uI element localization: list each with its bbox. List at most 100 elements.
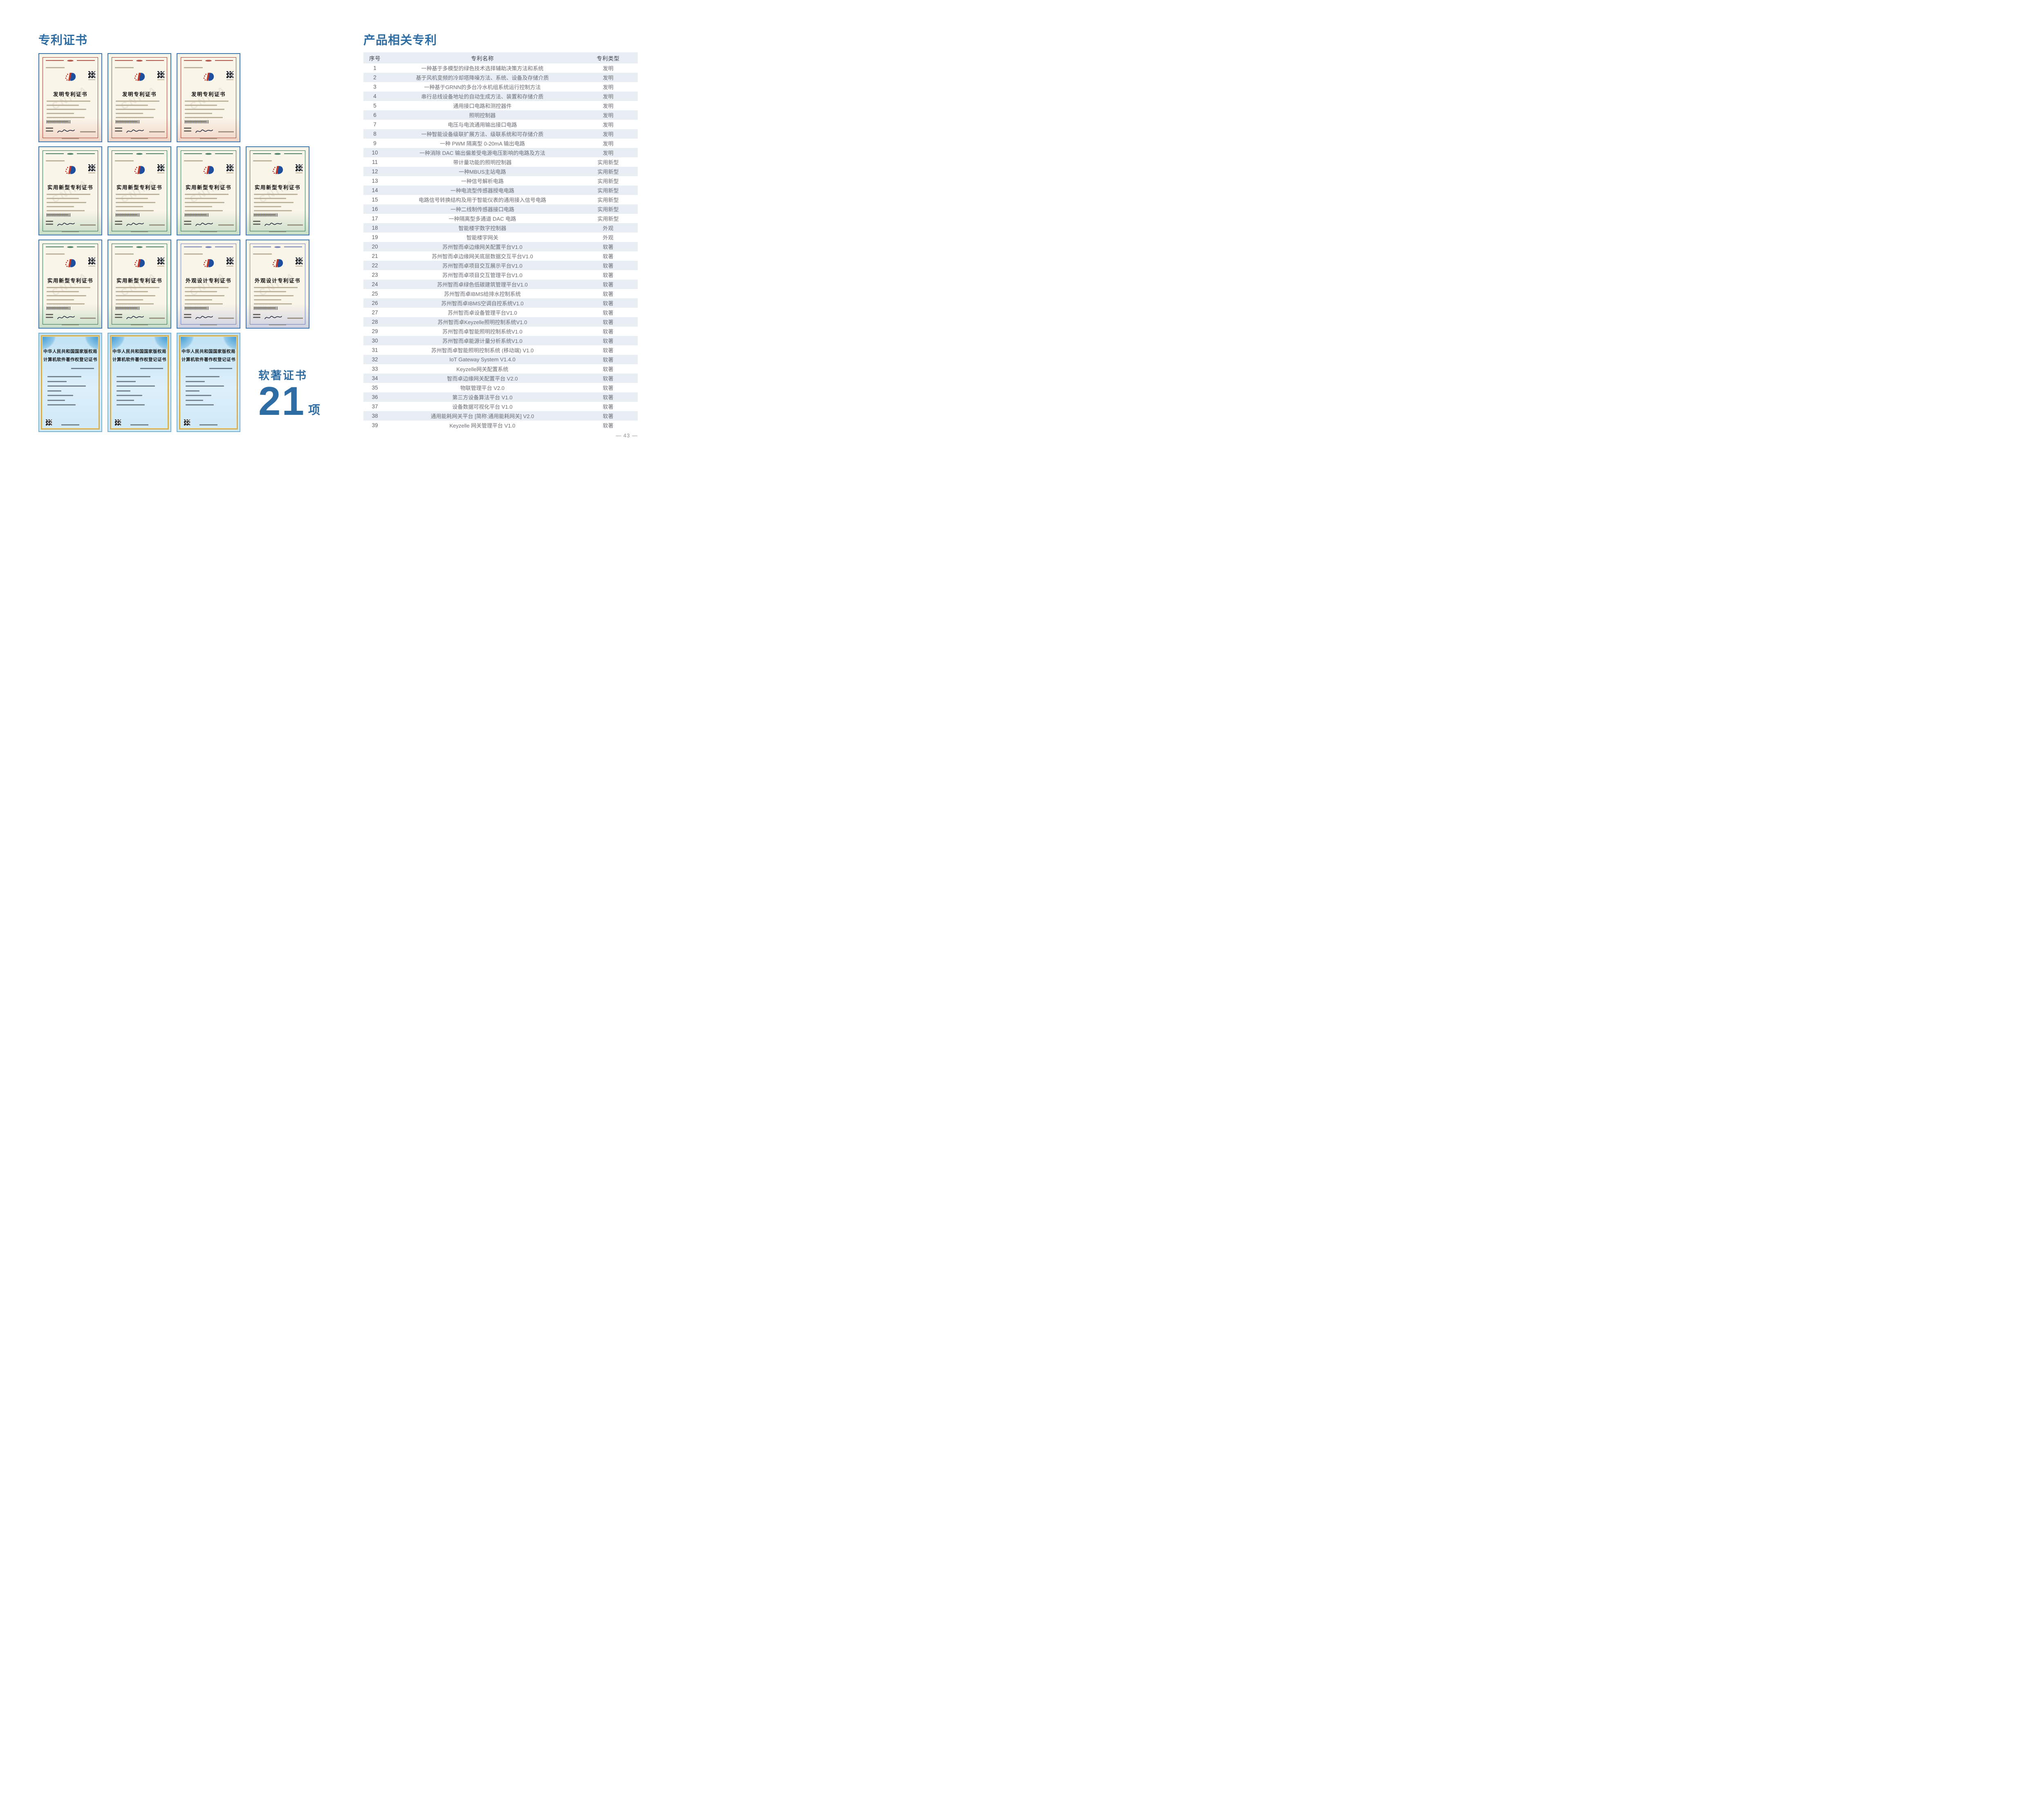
- table-row: 22 苏州智而卓项目交互展示平台V1.0 软著: [363, 261, 638, 270]
- ornament-center: [272, 152, 283, 155]
- software-cert-count-block: 软著证书 21 项: [258, 369, 334, 423]
- certificate-title: 实用新型专利证书: [47, 185, 93, 190]
- certificate-number-placeholder: [209, 368, 232, 369]
- certificate-utility-thumbnail: CNIPA 实用新型专利证书: [38, 240, 102, 329]
- table-row: 14 一种电流型传感器授电电路 实用新型: [363, 186, 638, 195]
- text-line-placeholder: [186, 399, 203, 401]
- patent-no: 22: [363, 261, 386, 270]
- patent-type: 软著: [578, 336, 638, 345]
- director-label-placeholder: [184, 128, 191, 132]
- patent-no: 2: [363, 73, 386, 82]
- patent-name: Keyzelle网关配置系统: [456, 366, 509, 372]
- text-line-placeholder: [47, 202, 87, 203]
- issue-date-placeholder: [199, 424, 217, 425]
- qr-code-icon: [296, 164, 303, 171]
- patent-no: 37: [372, 403, 378, 410]
- table-row: 2 基于风机变频的冷却塔降噪方法、系统、设备及存储介质 发明: [363, 73, 638, 82]
- patent-no: 10: [363, 148, 386, 157]
- issue-date-placeholder: [80, 318, 96, 319]
- patent-no: 32: [363, 355, 386, 364]
- patent-no: 33: [372, 366, 378, 372]
- qr-code-icon: [226, 71, 233, 78]
- certificate-row: CNIPA 发明专利证书 CNIPA 发明专利证书 CNIPA 发明专利证书: [38, 53, 325, 142]
- certificate-row: 中华人民共和国国家版权局 计算机软件著作权登记证书 中华人民共和国国家版权局 计算机软…: [38, 333, 325, 432]
- corner-flourish-icon: [110, 335, 130, 350]
- table-row: 38 通用能耗网关平台 [简称:通用能耗网关] V2.0 软著: [363, 411, 638, 421]
- certificate-copyright-thumbnail: 中华人民共和国国家版权局 计算机软件著作权登记证书: [177, 333, 240, 432]
- text-line-placeholder: [116, 105, 148, 106]
- text-line-placeholder: [47, 113, 74, 114]
- patent-no: 31: [372, 347, 378, 353]
- table-row: 39 Keyzelle 网关管理平台 V1.0 软著: [363, 421, 638, 430]
- text-line-placeholder: [116, 295, 156, 296]
- patent-no: 15: [372, 197, 378, 203]
- issue-date-placeholder: [218, 131, 234, 132]
- text-line-placeholder: [185, 287, 229, 288]
- cnipa-logo-icon: [202, 72, 215, 82]
- patent-type: 软著: [578, 374, 638, 383]
- corner-flourish-icon: [80, 335, 100, 350]
- patent-name: 苏州智而卓能源计量分析系统V1.0: [386, 336, 578, 345]
- certificate-body-placeholder: [254, 194, 301, 215]
- barcode-icon: [116, 213, 139, 217]
- patent-type: 软著: [603, 366, 614, 372]
- patent-type: 发明: [603, 65, 614, 72]
- director-signature-icon: [56, 314, 75, 321]
- certificate-number-placeholder: [253, 160, 272, 161]
- text-line-placeholder: [47, 295, 87, 296]
- qr-caption-placeholder: [226, 172, 233, 173]
- cnipa-logo-icon: [133, 165, 146, 175]
- barcode-icon: [47, 120, 70, 123]
- text-line-placeholder: [47, 303, 85, 305]
- text-line-placeholder: [46, 317, 53, 318]
- table-row: 8 一种智能设备级联扩展方法、级联系统和可存储介质 发明: [363, 129, 638, 139]
- certificate-title: 实用新型专利证书: [116, 278, 162, 284]
- patent-type: 软著: [603, 291, 614, 297]
- text-line-placeholder: [185, 202, 225, 203]
- patent-no: 39: [372, 422, 378, 428]
- text-line-placeholder: [116, 117, 154, 118]
- text-line-placeholder: [185, 101, 229, 102]
- qr-code-icon: [115, 419, 121, 425]
- copyright-office-title: 中华人民共和国国家版权局: [43, 349, 97, 354]
- table-row: 31 苏州智而卓智能照明控制系统 (移动端) V1.0 软著: [363, 345, 638, 355]
- certificate-number-placeholder: [46, 160, 65, 161]
- patent-name: 串行总线设备地址的自动生成方法、装置和存储介质: [386, 92, 578, 101]
- patent-name: 苏州智而卓IBMS空调自控系统V1.0: [386, 298, 578, 308]
- issue-date-placeholder: [149, 224, 165, 226]
- table-row: 29 苏州智而卓智能照明控制系统V1.0 软著: [363, 327, 638, 336]
- patent-type: 实用新型: [597, 178, 619, 184]
- ornament-center: [203, 245, 214, 249]
- patent-type: 软著: [603, 423, 614, 429]
- certificate-body-placeholder: [47, 376, 93, 405]
- patent-type: 实用新型: [597, 197, 619, 203]
- certificate-body-placeholder: [186, 376, 231, 405]
- text-line-placeholder: [115, 317, 122, 318]
- text-line-placeholder: [115, 128, 122, 129]
- text-line-placeholder: [115, 314, 122, 315]
- patent-name: 苏州智而卓IBMS给排水控制系统: [444, 291, 521, 297]
- patent-no: 7: [373, 121, 377, 128]
- patent-table-body: 1 一种基于多模型的绿色技术选择辅助决策方法和系统 发明 2 基于风机变频的冷却塔降噪方…: [363, 63, 638, 430]
- text-line-placeholder: [116, 202, 156, 203]
- patent-no: 6: [363, 110, 386, 120]
- certificate-title: 实用新型专利证书: [254, 185, 300, 190]
- table-row: 6 照明控制器 发明: [363, 110, 638, 120]
- patent-name: 苏州智而卓边缘网关底层数据交互平台V1.0: [432, 253, 533, 260]
- text-line-placeholder: [47, 299, 74, 300]
- patent-name: 一种基于多模型的绿色技术选择辅助决策方法和系统: [421, 65, 544, 72]
- software-cert-count-number: 21: [258, 378, 306, 423]
- issue-date-placeholder: [287, 318, 303, 319]
- qr-code-icon: [226, 257, 233, 264]
- director-label-placeholder: [184, 314, 191, 318]
- ornament-center: [134, 245, 145, 249]
- text-line-placeholder: [254, 198, 286, 199]
- director-label-placeholder: [46, 128, 53, 132]
- page-footer-placeholder: [62, 324, 79, 325]
- table-row: 12 一种MBUS主站电路 实用新型: [363, 167, 638, 176]
- table-row: 21 苏州智而卓边缘网关底层数据交互平台V1.0 软著: [363, 251, 638, 261]
- patent-type: 外观: [578, 223, 638, 233]
- text-line-placeholder: [46, 160, 65, 161]
- table-row: 15 电路信号转换结构及用于智能仪表的通用接入信号电路 实用新型: [363, 195, 638, 204]
- patent-type: 软著: [603, 347, 614, 354]
